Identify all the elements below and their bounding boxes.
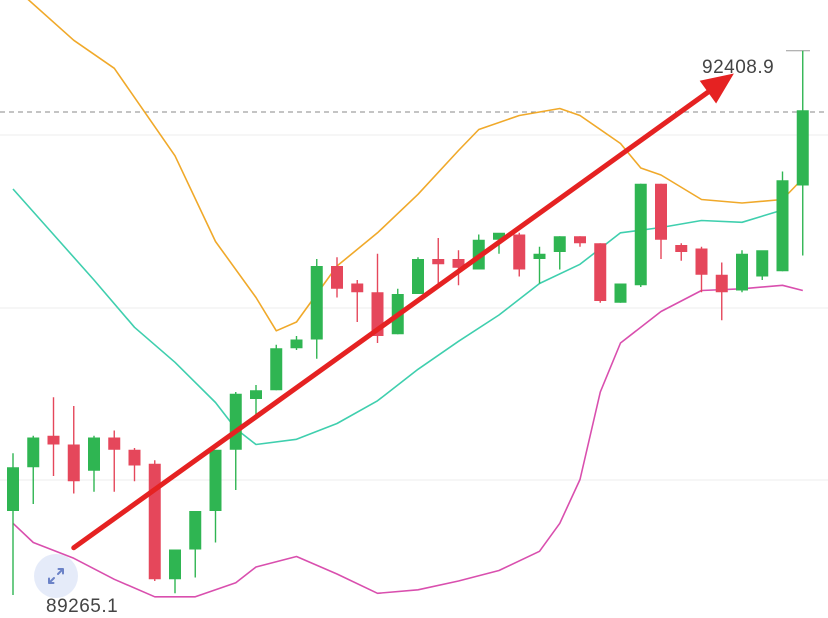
candle-body-down	[513, 234, 526, 270]
candle-body-down	[695, 248, 708, 275]
candle-body-up	[310, 266, 323, 340]
candle-body-down	[594, 243, 607, 301]
candle-body-up	[7, 467, 19, 511]
candle-body-down	[148, 463, 161, 580]
candle-body-up	[412, 259, 424, 294]
candle-body-down	[47, 435, 60, 445]
candle-body-up	[634, 183, 647, 286]
trend-arrow-shaft	[71, 89, 711, 551]
candle-body-up	[756, 250, 769, 277]
candle-body-up	[229, 393, 242, 450]
low-price-label: 89265.1	[46, 596, 119, 617]
indicator-line	[12, 188, 783, 446]
candle-body-up	[533, 253, 546, 259]
candle-body-down	[128, 449, 141, 466]
candle-body-up	[250, 390, 262, 399]
candle-body-down	[432, 259, 445, 265]
candle-body-up	[614, 283, 627, 303]
candle-body-down	[655, 183, 667, 240]
candle-body-down	[108, 437, 121, 450]
candle-body-up	[209, 449, 222, 511]
trend-arrow-head	[699, 73, 734, 104]
candle-body-up	[493, 232, 505, 240]
candle-body-down	[67, 444, 80, 482]
candle-body-down	[574, 236, 586, 244]
high-price-label: 92408.9	[702, 57, 775, 78]
indicator-line	[27, 0, 804, 332]
candle-body-up	[169, 549, 181, 580]
candle-body-up	[736, 253, 748, 291]
candle-body-up	[290, 339, 303, 349]
expand-arrows-icon	[48, 568, 64, 584]
candle-body-up	[553, 236, 566, 252]
candle-body-down	[675, 245, 688, 252]
candle-body-up	[88, 437, 100, 471]
candle-body-down	[452, 259, 465, 268]
candle-body-down	[715, 274, 728, 293]
candle-body-down	[331, 266, 343, 289]
candle-body-up	[796, 110, 809, 186]
candle-body-up	[270, 348, 283, 391]
candle-body-up	[189, 511, 202, 550]
expand-button[interactable]	[34, 554, 78, 598]
candle-body-up	[27, 437, 40, 468]
candle-body-down	[351, 283, 364, 293]
candle-body-up	[776, 180, 789, 272]
indicator-line	[12, 284, 803, 598]
